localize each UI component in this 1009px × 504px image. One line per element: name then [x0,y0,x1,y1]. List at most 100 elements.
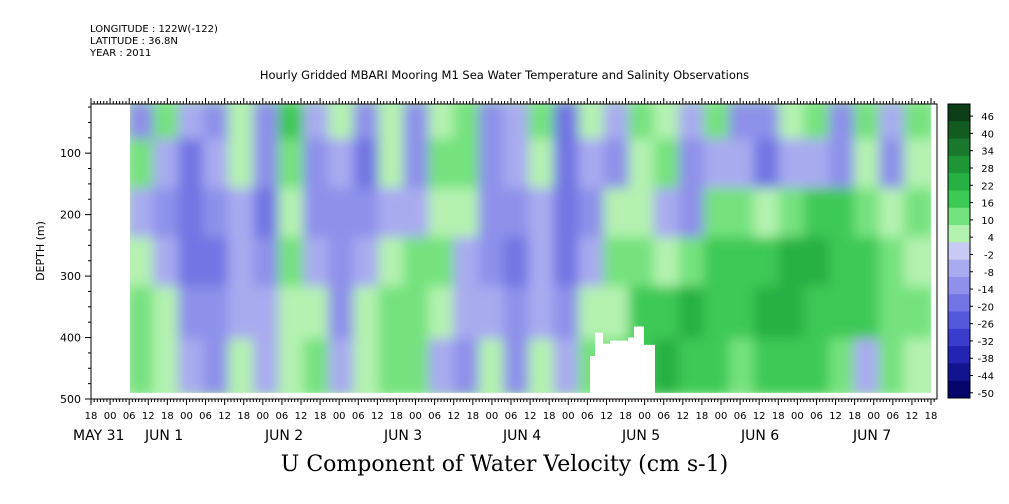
heatmap-cell [803,286,833,343]
hour-tick-label: 12 [142,411,155,422]
hour-tick-label: 06 [428,411,441,422]
hour-tick-label: 00 [791,411,804,422]
heatmap-cell [503,338,533,395]
day-label: JUN 5 [621,428,660,444]
heatmap-cell [278,338,308,395]
colorbar-swatch [948,311,970,330]
hour-tick-label: 18 [925,411,938,422]
no-data-right [931,104,937,399]
heatmap-cell [653,338,683,395]
heatmap-cell [553,138,583,193]
heatmap-cell [803,138,833,193]
colorbar-label: -50 [978,389,994,400]
heatmap-cell [878,286,908,343]
hour-tick-label: 12 [447,411,460,422]
heatmap-cell [228,188,258,242]
field-cells [128,104,933,395]
heatmap-cell [678,286,708,343]
colorbar-swatch [948,328,970,347]
colorbar-label: -14 [978,285,994,296]
heatmap-cell [353,104,383,143]
hour-tick-label: 00 [562,411,575,422]
heatmap-cell [303,338,333,395]
colorbar-label: 4 [988,233,994,244]
heatmap-cell [403,237,433,291]
heatmap-cell [528,188,558,242]
colorbar-label: -8 [984,268,994,279]
heatmap-cell [478,237,508,291]
heatmap-cell [378,188,408,242]
heatmap-cell [428,286,458,343]
heatmap-cell [678,188,708,242]
heatmap-cell [703,237,733,291]
hour-tick-label: 00 [104,411,117,422]
hour-tick-label: 18 [543,411,556,422]
heatmap-cell [478,138,508,193]
colorbar-swatch [948,294,970,313]
heatmap-cell [578,104,608,143]
hour-tick-label: 00 [638,411,651,422]
heatmap-cell [403,104,433,143]
heatmap-cell [828,188,858,242]
y-tick-label: 200 [60,209,81,222]
heatmap-cell [303,138,333,193]
heatmap-cell [778,104,808,143]
heatmap-cell [403,286,433,343]
colorbar-label: 34 [981,147,994,158]
heatmap-cell [503,104,533,143]
colorbar-swatch [948,363,970,382]
heatmap-cell [603,138,633,193]
colorbar-swatch [948,155,970,174]
heatmap-cell [628,138,658,193]
heatmap-cell [378,338,408,395]
heatmap-cell [428,104,458,143]
y-axis: 100 200 300 400 500 [60,106,91,406]
heatmap-cell [178,104,208,143]
heatmap-cell [178,188,208,242]
heatmap-cell [278,286,308,343]
heatmap-cell [678,138,708,193]
heatmap-cell [753,338,783,395]
heatmap-cell [253,188,283,242]
heatmap-cell [328,338,358,395]
hour-tick-label: 18 [619,411,632,422]
heatmap-cell [478,338,508,395]
hour-tick-label: 00 [486,411,499,422]
heatmap-cell [703,138,733,193]
day-label: MAY 31 [73,428,124,444]
heatmap-cell [678,237,708,291]
hour-tick-label: 00 [409,411,422,422]
heatmap-cell [528,138,558,193]
heatmap-cell [853,286,883,343]
heatmap-cell [828,138,858,193]
heatmap-cell [328,104,358,143]
day-label: JUN 7 [852,428,891,444]
no-data-left [91,104,130,399]
colorbar-label: 40 [981,129,994,140]
day-label: JUN 2 [264,428,303,444]
hour-tick-label: 18 [696,411,709,422]
heatmap-cell [903,237,933,291]
heatmap-cell [803,188,833,242]
heatmap-cell [203,237,233,291]
heatmap-cell [603,286,633,343]
y-tick-label: 300 [60,270,81,283]
heatmap-cell [753,138,783,193]
colorbar-label: -2 [984,250,994,261]
heatmap-cell [378,104,408,143]
heatmap-cell [278,237,308,291]
heatmap-cell [853,237,883,291]
data-gap [590,326,655,393]
heatmap-cell [853,138,883,193]
hour-tick-label: 00 [867,411,880,422]
colorbar-frame [947,103,971,399]
heatmap-cell [553,286,583,343]
heatmap-cell [903,286,933,343]
heatmap-cell [378,138,408,193]
heatmap-cell [878,188,908,242]
colorbar-swatch [948,207,970,226]
heatmap-cell [828,286,858,343]
hour-tick-label: 06 [123,411,136,422]
heatmap-cell [753,188,783,242]
